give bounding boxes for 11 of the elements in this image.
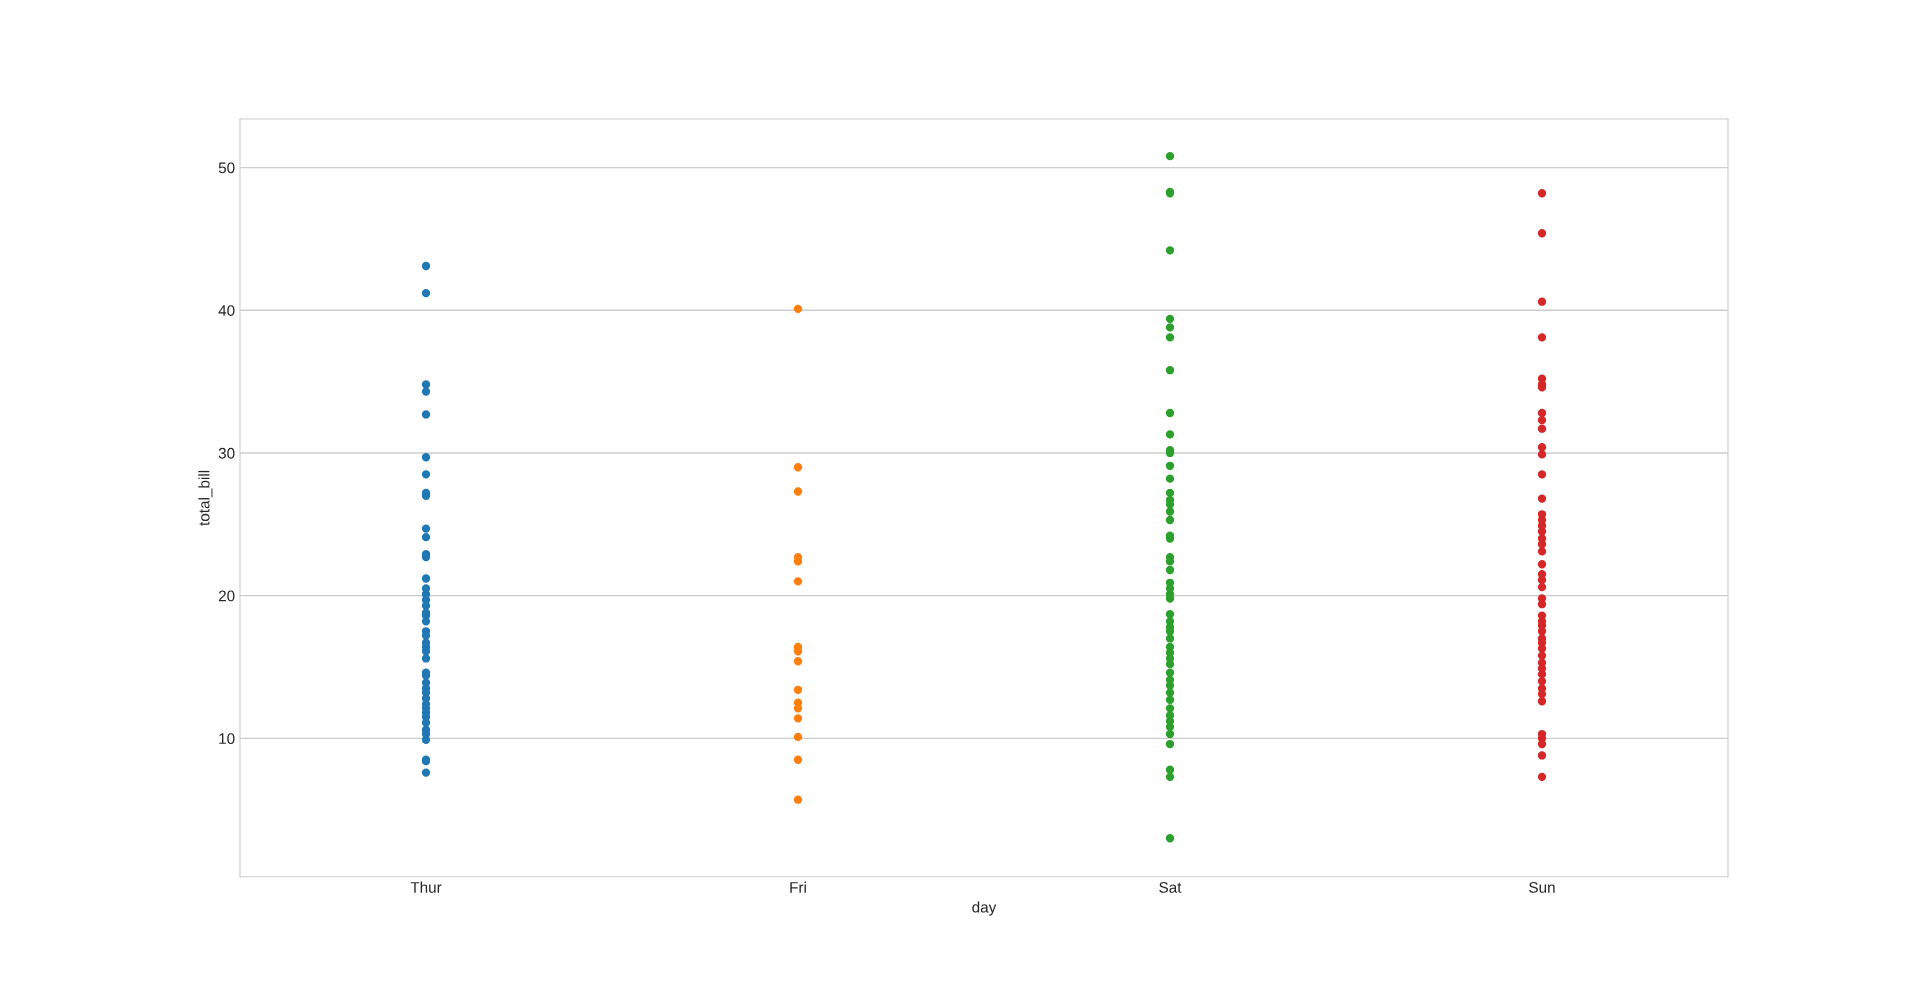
y-axis-title: total_bill [198,470,213,526]
y-tick-label: 40 [218,305,235,316]
y-tick-label: 50 [218,162,235,174]
x-tick-label: Fri [790,881,806,893]
y-tick-label: 30 [218,447,235,459]
y-tick-label: 10 [219,733,235,745]
x-tick-label: Sun [1529,882,1555,893]
x-tick-label: Thur [410,881,442,893]
x-tick-label: Sat [1159,882,1182,893]
y-tick-label: 20 [218,590,235,602]
x-axis-title: day [972,901,997,916]
